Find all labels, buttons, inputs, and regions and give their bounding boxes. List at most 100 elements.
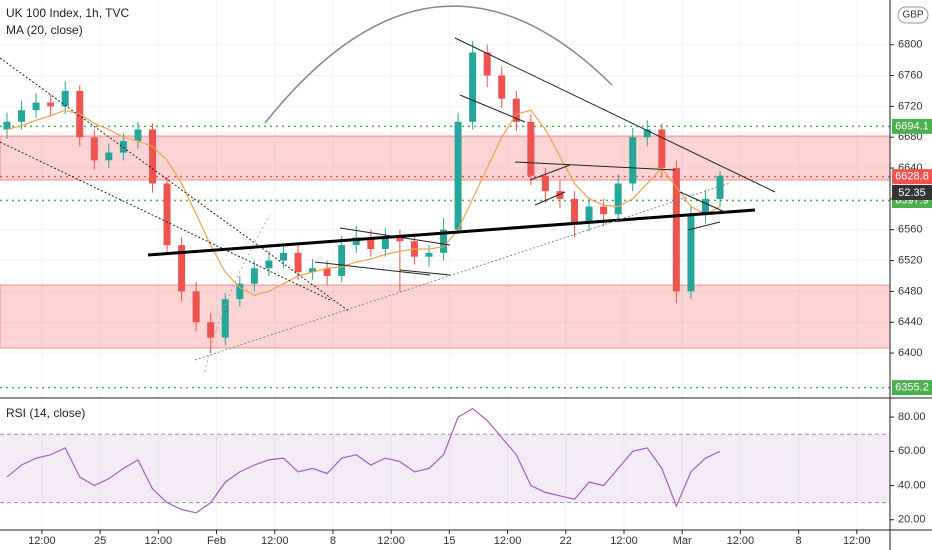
rsi-band (0, 434, 890, 503)
x-tick-label: 25 (94, 535, 106, 547)
level-label: 6628.8 (895, 171, 929, 183)
candle-body (221, 299, 229, 338)
trendline (687, 221, 721, 231)
candle-body (658, 129, 666, 169)
x-tick-label: 12:00 (843, 535, 871, 547)
y-tick-label: 6520 (898, 254, 922, 266)
candle-body (425, 252, 433, 257)
y-tick-label: 6480 (898, 285, 922, 297)
trendline (529, 164, 571, 181)
candles (3, 40, 724, 354)
trendline (534, 191, 566, 206)
candle-body (381, 237, 389, 249)
candle-body (149, 129, 157, 184)
candle-body (294, 252, 302, 273)
x-tick-label: 12:00 (28, 535, 56, 547)
candle-body (178, 245, 186, 292)
zones (0, 135, 890, 349)
candle-body (600, 206, 608, 215)
candle-body (440, 229, 448, 253)
x-tick-label: 12:00 (727, 535, 755, 547)
x-tick-label: 12:00 (610, 535, 638, 547)
rsi-tick-label: 20.00 (898, 514, 926, 526)
candle-body (614, 183, 622, 215)
level-label: 6694.1 (895, 120, 929, 132)
candle-body (250, 268, 258, 284)
channel-line (0, 141, 331, 301)
rsi-tick-label: 40.00 (898, 479, 926, 491)
candle-body (105, 152, 113, 161)
candle-body (61, 90, 69, 107)
candle-body (469, 52, 477, 122)
level-label-box (892, 118, 932, 134)
trendline (679, 191, 726, 213)
chart-title: UK 100 Index, 1h, TVC (6, 6, 130, 20)
y-tick-label: 6440 (898, 316, 922, 328)
candle-body (571, 198, 579, 223)
candle-body (687, 214, 695, 292)
candle-body (643, 129, 651, 138)
candle-body (134, 129, 142, 142)
currency-badge (897, 6, 929, 24)
extra-label: 52.35 (898, 187, 926, 199)
candle-body (629, 137, 637, 184)
candle-body (367, 237, 375, 249)
candle-body (556, 191, 564, 199)
candle-body (672, 168, 680, 292)
levels (0, 125, 890, 389)
x-tick-label: 12:00 (494, 535, 522, 547)
trendline (459, 94, 526, 123)
candle-body (352, 237, 360, 246)
rsi-tick-label: 80.00 (898, 411, 926, 423)
candle-body (90, 137, 98, 161)
y-tick-label: 6400 (898, 347, 922, 359)
x-tick-label: Feb (207, 535, 226, 547)
x-tick-label: 12:00 (377, 535, 405, 547)
y-tick-label: 6720 (898, 100, 922, 112)
y-tick-label: 6760 (898, 69, 922, 81)
candle-body (483, 52, 491, 76)
level-label: 6355.2 (895, 382, 929, 394)
candle-body (207, 322, 215, 338)
candle-body (32, 102, 40, 111)
rsi-pane (0, 407, 890, 514)
x-tick-label: 22 (560, 535, 572, 547)
y-tick-label: 6560 (898, 224, 922, 236)
x-tick-label: 12:00 (261, 535, 289, 547)
x-tick-label: 8 (796, 535, 802, 547)
x-tick-label: 15 (443, 535, 455, 547)
rsi-tick-label: 60.00 (898, 445, 926, 457)
level-label-box (892, 380, 932, 396)
x-tick-label: 8 (330, 535, 336, 547)
rsi-line (6, 407, 721, 514)
candle-body (323, 268, 331, 276)
channel-line (0, 57, 351, 313)
trendline (314, 261, 431, 276)
candle-body (716, 175, 724, 199)
candle-body (585, 206, 593, 223)
candle-body (701, 198, 709, 215)
level-label-box (892, 169, 932, 185)
candle-body (279, 252, 287, 261)
candle-body (119, 141, 127, 153)
candle-body (47, 102, 55, 107)
candle-body (396, 237, 404, 242)
rising-line (194, 182, 731, 361)
ma-line (6, 109, 721, 296)
trendline (454, 37, 776, 193)
candle-body (338, 245, 346, 276)
indicator-legend: MA (20, close) (6, 23, 83, 37)
candle-body (498, 75, 506, 99)
trendline (399, 269, 451, 276)
trendline (339, 227, 451, 246)
candle-body (512, 98, 520, 122)
candle-body (527, 121, 535, 176)
drawings (0, 5, 776, 373)
trendline (514, 161, 676, 171)
arc (264, 5, 613, 124)
candle-body (18, 110, 26, 122)
candle-body (163, 183, 171, 246)
candle-body (236, 283, 244, 300)
rsi-legend: RSI (14, close) (6, 406, 85, 420)
